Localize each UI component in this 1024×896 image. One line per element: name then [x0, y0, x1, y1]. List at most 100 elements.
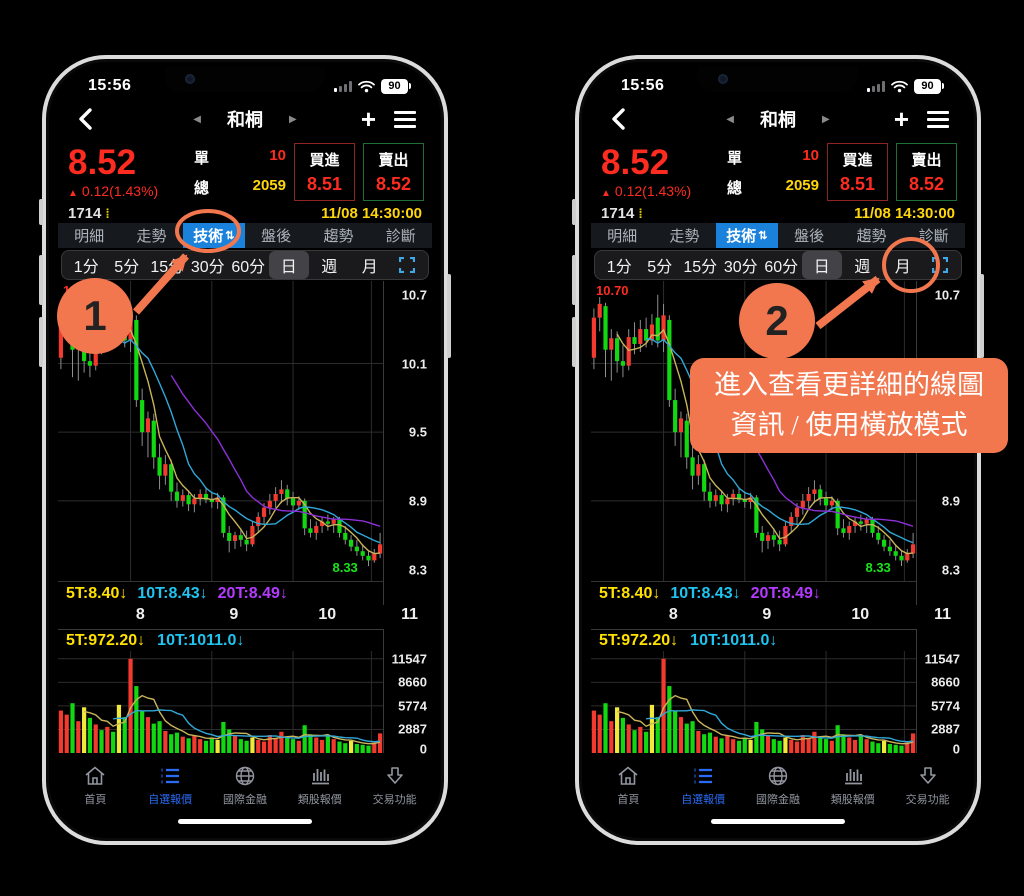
- tf-1min[interactable]: 1分: [606, 259, 632, 276]
- clock: 15:56: [88, 77, 132, 94]
- vol-ma10-label: 10T:1011.0↓: [690, 631, 778, 649]
- unit-volume-row: 單 10: [727, 146, 819, 167]
- tab-afterhours[interactable]: 盤後: [794, 228, 825, 245]
- y-tick: 8660: [398, 674, 427, 690]
- nav-international[interactable]: 國際金融: [741, 764, 816, 807]
- tf-60min[interactable]: 60分: [231, 259, 266, 276]
- clock: 15:56: [621, 77, 665, 94]
- tf-weekly[interactable]: 週: [321, 259, 338, 276]
- step-2-badge: 2: [739, 283, 815, 359]
- chart-area: 10.70 8.33 5T:8.40↓ 10T:8.43↓ 20T:8.49↓ …: [58, 281, 432, 757]
- download-icon: [919, 766, 936, 784]
- quote-datetime: 11/08 14:30:00: [321, 204, 422, 222]
- prev-stock-button[interactable]: ◀: [726, 113, 734, 125]
- nav-home[interactable]: 首頁: [591, 764, 666, 807]
- count-dots-icon: ⁞: [105, 205, 110, 221]
- vol-ma5-label: 5T:972.20↓: [599, 631, 679, 649]
- prev-stock-button[interactable]: ◀: [193, 113, 201, 125]
- nav-international[interactable]: 國際金融: [208, 764, 283, 807]
- tf-30min[interactable]: 30分: [723, 259, 758, 276]
- tab-diagnosis[interactable]: 診斷: [385, 228, 416, 245]
- tf-monthly[interactable]: 月: [361, 259, 378, 276]
- buy-button[interactable]: 買進 8.51: [294, 143, 355, 201]
- total-volume-row: 總 2059: [727, 176, 819, 197]
- fullscreen-icon: [399, 257, 415, 273]
- add-button[interactable]: +: [360, 104, 376, 134]
- nav-watchlist[interactable]: 自選報價: [666, 764, 741, 807]
- buy-button[interactable]: 買進 8.51: [827, 143, 888, 201]
- home-indicator[interactable]: [711, 819, 845, 824]
- tab-afterhours[interactable]: 盤後: [261, 228, 292, 245]
- bottom-nav: 首頁 自選報價 國際金融: [58, 755, 432, 815]
- x-tick: 8: [668, 606, 678, 623]
- fullscreen-button[interactable]: [923, 257, 957, 273]
- sell-button[interactable]: 賣出 8.52: [896, 143, 957, 201]
- vol-ma10-label: 10T:1011.0↓: [157, 631, 245, 649]
- x-tick: 9: [229, 606, 239, 623]
- stock-title: 和桐: [227, 110, 263, 130]
- tab-technical[interactable]: 技術 ⇅: [715, 223, 778, 248]
- status-bar: 15:56 90: [58, 67, 432, 99]
- ma-legend: 5T:8.40↓ 10T:8.43↓ 20T:8.49↓: [591, 581, 916, 605]
- y-tick: 10.7: [934, 287, 960, 303]
- fullscreen-button[interactable]: [390, 257, 424, 273]
- next-stock-button[interactable]: ▶: [289, 113, 297, 125]
- tf-weekly[interactable]: 週: [854, 259, 871, 276]
- power-button: [447, 274, 451, 358]
- nav-sectors[interactable]: 類股報價: [282, 764, 357, 807]
- nav-watchlist[interactable]: 自選報價: [133, 764, 208, 807]
- sell-button[interactable]: 賣出 8.52: [363, 143, 424, 201]
- up-arrow-icon: ▲: [601, 187, 611, 199]
- back-button[interactable]: [607, 106, 633, 132]
- tab-momentum[interactable]: 趨勢: [323, 228, 354, 245]
- nav-trading[interactable]: 交易功能: [890, 764, 965, 807]
- volume-chart-plot[interactable]: 5T:972.20↓ 10T:1011.0↓: [591, 629, 917, 753]
- nav-trading[interactable]: 交易功能: [357, 764, 432, 807]
- y-tick: 0: [419, 741, 427, 757]
- tf-30min[interactable]: 30分: [190, 259, 225, 276]
- price-change: ▲ 0.12(1.43%): [68, 182, 159, 199]
- tab-details[interactable]: 明細: [74, 228, 105, 245]
- nav-home[interactable]: 首頁: [58, 764, 133, 807]
- tf-1min[interactable]: 1分: [73, 259, 99, 276]
- nav-bar: ◀ 和桐 ▶ +: [591, 99, 965, 139]
- menu-icon[interactable]: [927, 110, 949, 128]
- x-tick: 9: [762, 606, 772, 623]
- tab-momentum[interactable]: 趨勢: [856, 228, 887, 245]
- nav-sectors[interactable]: 類股報價: [815, 764, 890, 807]
- tf-5min[interactable]: 5分: [647, 259, 673, 276]
- tab-trend[interactable]: 走勢: [136, 228, 167, 245]
- tab-trend[interactable]: 走勢: [669, 228, 700, 245]
- tf-15min[interactable]: 15分: [150, 259, 185, 276]
- home-icon: [618, 765, 638, 785]
- back-button[interactable]: [74, 106, 100, 132]
- tf-daily[interactable]: 日: [801, 251, 842, 279]
- y-tick: 8660: [931, 674, 960, 690]
- volume-chart-plot[interactable]: 5T:972.20↓ 10T:1011.0↓: [58, 629, 384, 753]
- chart-open-price-label: 10.70: [596, 283, 629, 298]
- bottom-nav: 首頁 自選報價 國際金融: [591, 755, 965, 815]
- sort-arrows-icon: ⇅: [225, 230, 235, 242]
- tab-technical[interactable]: 技術 ⇅: [182, 223, 245, 248]
- tf-60min[interactable]: 60分: [764, 259, 799, 276]
- battery-icon: 90: [381, 78, 411, 94]
- tf-15min[interactable]: 15分: [683, 259, 718, 276]
- add-button[interactable]: +: [893, 104, 909, 134]
- phone-screen: 15:56 90 ◀ 和桐 ▶: [591, 67, 965, 833]
- menu-icon[interactable]: [394, 110, 416, 128]
- tf-monthly[interactable]: 月: [894, 259, 911, 276]
- y-tick: 8.9: [941, 493, 960, 509]
- bar-chart-icon: [311, 768, 329, 784]
- y-tick: 5774: [398, 698, 427, 714]
- next-stock-button[interactable]: ▶: [822, 113, 830, 125]
- info-row: 1714 ⁞ 11/08 14:30:00: [591, 203, 965, 223]
- camera-icon: [185, 74, 195, 84]
- tf-daily[interactable]: 日: [268, 251, 309, 279]
- tab-diagnosis[interactable]: 診斷: [918, 228, 949, 245]
- tab-details[interactable]: 明細: [607, 228, 638, 245]
- x-axis: 8 9 10 11: [58, 605, 432, 629]
- y-tick: 9.5: [408, 424, 427, 440]
- tf-5min[interactable]: 5分: [114, 259, 140, 276]
- volume-ma-legend: 5T:972.20↓ 10T:1011.0↓: [591, 629, 916, 651]
- home-indicator[interactable]: [178, 819, 312, 824]
